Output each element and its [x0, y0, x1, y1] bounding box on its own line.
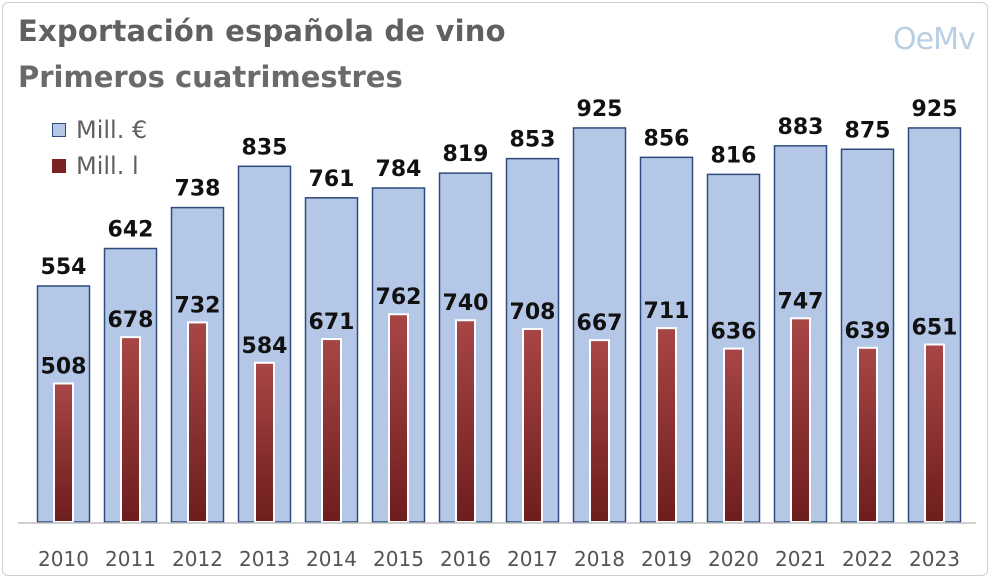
label-eur-2010: 554: [41, 255, 87, 280]
legend-swatch-eur: [52, 123, 66, 137]
bar-l-2010: [53, 382, 74, 523]
label-eur-2013: 835: [242, 135, 288, 160]
label-l-2016: 740: [443, 291, 489, 316]
x-tick-2018: 2018: [574, 547, 625, 571]
legend-item-l: Mill. l: [52, 148, 147, 184]
x-tick-2020: 2020: [708, 547, 759, 571]
label-eur-2017: 853: [510, 128, 556, 153]
label-l-2013: 584: [242, 334, 288, 359]
bar-l-2013: [254, 361, 275, 523]
label-l-2010: 508: [41, 354, 87, 379]
label-l-2021: 747: [778, 289, 824, 314]
label-eur-2011: 642: [108, 218, 154, 243]
bar-l-2012: [187, 321, 208, 523]
label-l-2012: 732: [175, 293, 221, 318]
label-l-2011: 678: [108, 308, 154, 333]
bar-l-2011: [120, 336, 141, 523]
label-eur-2014: 761: [309, 167, 355, 192]
bar-l-2019: [656, 327, 677, 523]
legend-label-eur: Mill. €: [76, 116, 148, 144]
label-eur-2021: 883: [778, 115, 824, 140]
x-tick-2016: 2016: [440, 547, 491, 571]
x-tick-2015: 2015: [373, 547, 424, 571]
oemv-logo: OeMv: [893, 22, 976, 57]
bar-l-2020: [723, 347, 744, 523]
label-eur-2020: 816: [711, 143, 757, 168]
bar-l-2017: [522, 327, 543, 523]
label-eur-2019: 856: [644, 126, 690, 151]
bar-l-2015: [388, 313, 409, 523]
x-tick-2017: 2017: [507, 547, 558, 571]
legend-item-eur: Mill. €: [52, 112, 147, 148]
bar-l-2021: [790, 317, 811, 523]
x-tick-2013: 2013: [239, 547, 290, 571]
legend: Mill. € Mill. l: [52, 112, 147, 184]
label-l-2017: 708: [510, 300, 556, 325]
bar-l-2023: [924, 343, 945, 523]
chart-title: Exportación española de vino: [18, 14, 506, 48]
label-eur-2022: 875: [845, 118, 891, 143]
label-eur-2016: 819: [443, 142, 489, 167]
x-tick-2021: 2021: [775, 547, 826, 571]
series-l: [53, 313, 945, 524]
x-tick-2011: 2011: [105, 547, 156, 571]
x-tick-2019: 2019: [641, 547, 692, 571]
legend-swatch-l: [52, 159, 66, 173]
x-tick-2023: 2023: [909, 547, 960, 571]
label-eur-2015: 784: [376, 157, 422, 182]
bar-l-2014: [321, 338, 342, 523]
data-labels: 554 508 642 678 738 732 835 584 761 671 784 762 819 7…: [41, 97, 958, 380]
chart-subtitle: Primeros cuatrimestres: [18, 60, 403, 94]
bar-l-2022: [857, 346, 878, 524]
label-l-2020: 636: [711, 320, 757, 345]
x-tick-2012: 2012: [172, 547, 223, 571]
x-tick-2014: 2014: [306, 547, 357, 571]
legend-label-l: Mill. l: [76, 152, 139, 180]
bar-l-2018: [589, 339, 610, 523]
label-l-2023: 651: [912, 316, 958, 341]
label-eur-2018: 925: [577, 97, 623, 122]
label-l-2015: 762: [376, 285, 422, 310]
label-l-2018: 667: [577, 311, 623, 336]
label-l-2019: 711: [644, 299, 690, 324]
label-eur-2023: 925: [912, 97, 958, 122]
label-l-2022: 639: [845, 319, 891, 344]
x-axis-ticks: 2010 2011 2012 2013 2014 2015 2016 2017 2018 2019…: [38, 547, 960, 571]
x-tick-2022: 2022: [842, 547, 893, 571]
bar-l-2016: [455, 319, 476, 523]
label-eur-2012: 738: [175, 177, 221, 202]
x-tick-2010: 2010: [38, 547, 89, 571]
label-l-2014: 671: [309, 310, 355, 335]
